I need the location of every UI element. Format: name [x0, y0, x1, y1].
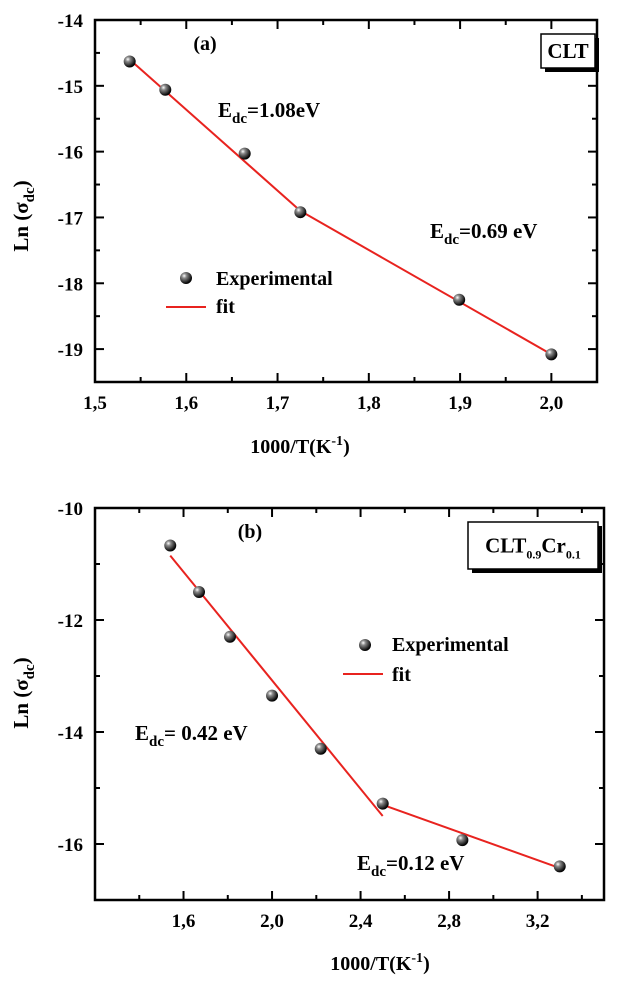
x-tick-label: 2,0 — [539, 393, 563, 414]
fit-line — [382, 803, 561, 870]
y-tick-label: -15 — [58, 77, 83, 98]
sample-name: CLT — [547, 39, 588, 63]
x-tick-label: 1,8 — [357, 393, 381, 414]
x-tick-label: 1,6 — [172, 911, 196, 932]
data-point — [193, 586, 206, 598]
data-point — [294, 206, 307, 219]
plot-frame — [93, 506, 606, 902]
fit-line — [169, 554, 384, 817]
x-tick-label: 2,4 — [349, 911, 373, 932]
y-tick-label: -10 — [58, 499, 83, 520]
x-tick-label: 1,5 — [83, 393, 107, 414]
y-tick-label: -16 — [58, 143, 83, 164]
y-tick-label: -12 — [58, 611, 83, 632]
data-point — [376, 797, 389, 810]
legend-label-fit: fit — [392, 664, 411, 686]
data-point — [159, 83, 172, 96]
x-tick-label: 2,8 — [437, 911, 461, 932]
data-point — [314, 742, 327, 755]
y-axis-label: Ln (σdc) — [9, 180, 38, 251]
panel-label: (b) — [238, 521, 262, 543]
x-tick-label: 3,2 — [526, 911, 550, 932]
legend-label-experimental: Experimental — [216, 268, 333, 290]
data-point — [553, 860, 566, 873]
chart-panel-a: 1,5 1,6 1,7 1,8 1,9 2,0 -19 -18 -17 -16 -15 -14 (a) C… — [9, 11, 599, 458]
x-tick-label: 1,9 — [448, 393, 472, 414]
x-axis-label: 1000/T(K-1) — [330, 951, 429, 975]
plot-frame — [93, 18, 599, 384]
legend-marker-experimental — [180, 272, 192, 284]
data-point — [545, 348, 558, 361]
y-tick-label: -14 — [58, 11, 84, 32]
x-tick-label: 1,6 — [174, 393, 198, 414]
activation-energy-label: Edc= 0.42 eV — [135, 721, 248, 750]
y-axis-label: Ln (σdc) — [9, 657, 38, 728]
fit-line — [299, 210, 552, 356]
data-point — [123, 55, 136, 68]
activation-energy-label: Edc=1.08eV — [218, 98, 320, 127]
panel-label: (a) — [193, 33, 216, 55]
y-tick-label: -18 — [58, 274, 83, 295]
sample-box — [467, 521, 599, 570]
legend-marker-experimental — [359, 639, 371, 651]
legend-label-fit: fit — [216, 296, 235, 318]
fit-line — [129, 58, 302, 212]
y-tick-label: -17 — [58, 208, 84, 229]
data-point — [266, 689, 279, 702]
sample-box — [540, 33, 596, 69]
y-tick-label: -16 — [58, 835, 83, 856]
activation-energy-label: Edc=0.69 eV — [430, 219, 537, 248]
data-point — [223, 630, 236, 643]
x-tick-label: 1,7 — [266, 393, 290, 414]
y-tick-label: -14 — [58, 723, 84, 744]
data-point — [238, 147, 251, 160]
data-point — [453, 293, 466, 306]
activation-energy-label: Edc=0.12 eV — [357, 851, 464, 880]
legend-label-experimental: Experimental — [392, 634, 509, 656]
data-point — [164, 539, 177, 552]
x-axis-label: 1000/T(K-1) — [250, 434, 349, 458]
chart-panel-b: 1,6 2,0 2,4 2,8 3,2 -16 -14 -12 -10 (b) CLT0.9Cr0.… — [9, 499, 606, 975]
data-point — [456, 834, 469, 847]
x-tick-label: 2,0 — [260, 911, 284, 932]
sample-name: CLT0.9Cr0.1 — [485, 534, 581, 562]
y-tick-label: -19 — [58, 340, 83, 361]
